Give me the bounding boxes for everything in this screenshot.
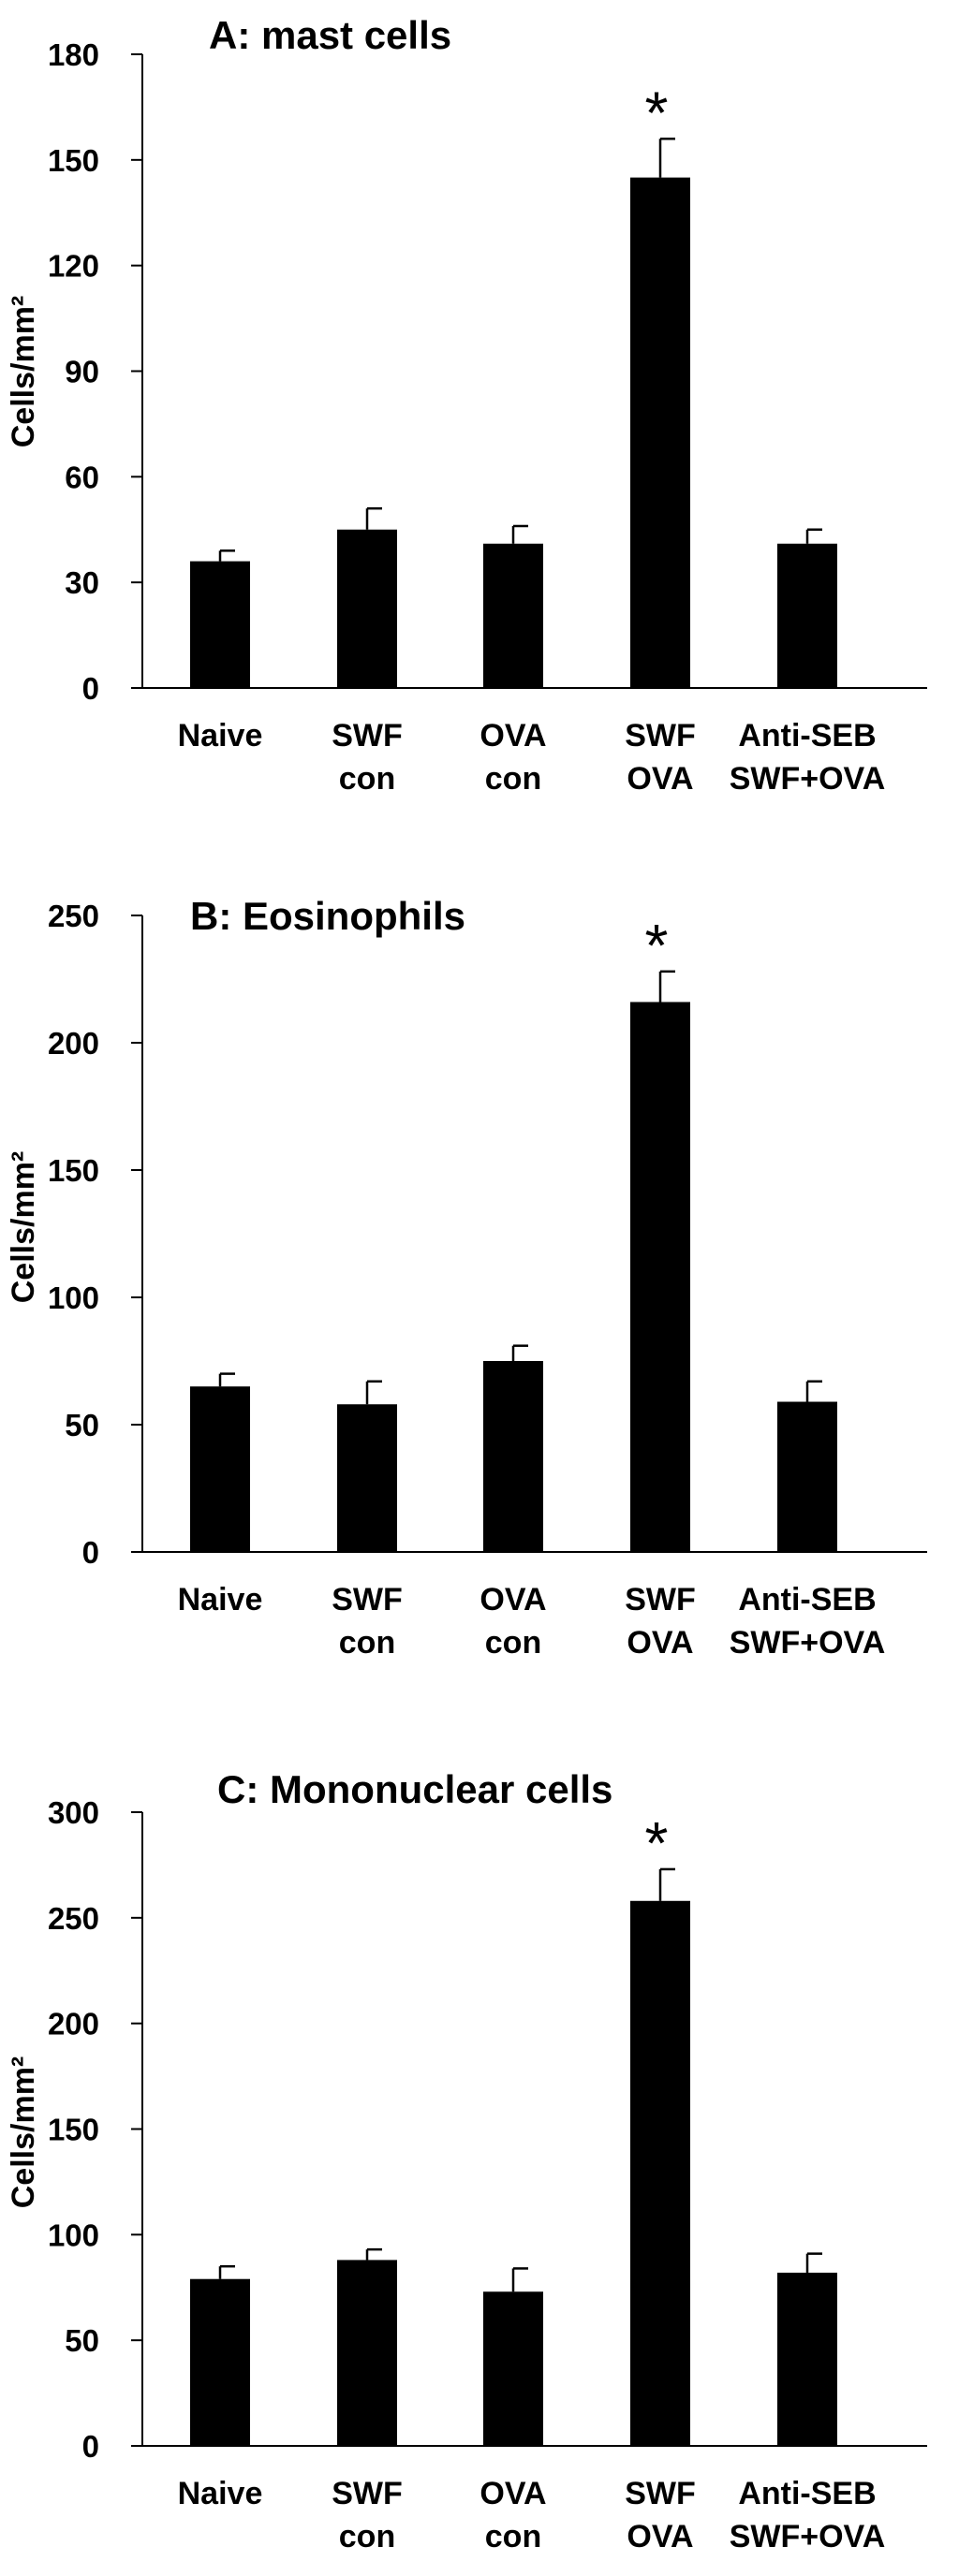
x-category-label: Naive [178,1582,263,1617]
x-category-label: SWF [625,2476,696,2511]
y-tick-label: 0 [82,2429,99,2464]
bar [483,543,543,688]
x-category-label: con [485,761,541,797]
x-category-label: OVA [627,1625,693,1661]
bar [777,2272,837,2446]
x-category-label: SWF [625,718,696,754]
panel-c-mononuclear-cells: C: Mononuclear cells Cells/mm² 0 50 100 150… [6,1767,927,2554]
x-category-label: SWF [332,2476,403,2511]
panel-b-title: B: Eosinophils [190,894,465,938]
y-tick-label: 90 [65,355,99,389]
x-category-label: Anti-SEB [738,1582,876,1617]
bar [337,1404,397,1552]
significance-asterisk: * [645,79,669,146]
bar [483,1361,543,1552]
y-tick-label: 50 [65,1408,99,1442]
x-category-label: OVA [480,718,546,754]
bar [483,2291,543,2446]
y-tick-label: 100 [48,1281,99,1315]
bar [190,561,250,688]
x-category-label: Naive [178,2476,263,2511]
y-tick-label: 150 [48,1153,99,1188]
bar [777,1401,837,1552]
x-category-label: con [339,761,395,797]
panel-a-mast-cells: A: mast cells Cells/mm² 0 30 60 90 120 150 180… [6,13,927,797]
x-category-label: OVA [480,1582,546,1617]
y-tick-label: 200 [48,2007,99,2042]
x-category-label: SWF [332,1582,403,1617]
x-category-label: SWF+OVA [730,1625,886,1661]
y-tick-label: 30 [65,565,99,600]
panel-a-y-axis-label: Cells/mm² [6,296,41,448]
bar [777,543,837,688]
y-tick-label: 200 [48,1026,99,1061]
y-tick-label: 150 [48,143,99,178]
panel-a-title: A: mast cells [209,13,451,57]
x-category-label: SWF [625,1582,696,1617]
x-category-label: SWF [332,718,403,754]
y-tick-label: 300 [48,1795,99,1830]
y-tick-label: 100 [48,2217,99,2252]
significance-asterisk: * [645,1809,669,1877]
x-category-label: con [485,2519,541,2554]
y-tick-label: 0 [82,671,99,706]
bar [630,1900,690,2446]
bar [337,529,397,688]
x-category-label: Naive [178,718,263,754]
x-category-label: OVA [627,2519,693,2554]
panel-b-eosinophils: B: Eosinophils Cells/mm² 0 50 100 150 200 250… [6,894,927,1661]
y-tick-label: 150 [48,2113,99,2147]
x-category-label: OVA [480,2476,546,2511]
y-tick-label: 0 [82,1535,99,1570]
y-tick-label: 50 [65,2323,99,2358]
x-category-label: Anti-SEB [738,2476,876,2511]
x-category-label: con [339,1625,395,1661]
x-category-label: SWF+OVA [730,761,886,797]
bar [190,1386,250,1552]
y-tick-label: 180 [48,37,99,72]
bar [630,1002,690,1552]
x-category-label: con [339,2519,395,2554]
x-category-label: con [485,1625,541,1661]
panel-b-y-axis-label: Cells/mm² [6,1151,41,1304]
y-tick-label: 250 [48,1901,99,1936]
x-category-label: Anti-SEB [738,718,876,754]
bar [630,177,690,688]
panel-c-title: C: Mononuclear cells [217,1767,612,1811]
y-tick-label: 60 [65,460,99,494]
x-category-label: OVA [627,761,693,797]
y-tick-label: 120 [48,249,99,284]
y-tick-label: 250 [48,899,99,933]
x-category-label: SWF+OVA [730,2519,886,2554]
panel-c-y-axis-label: Cells/mm² [6,2056,41,2209]
bar [190,2278,250,2446]
bar [337,2260,397,2446]
significance-asterisk: * [645,912,669,979]
